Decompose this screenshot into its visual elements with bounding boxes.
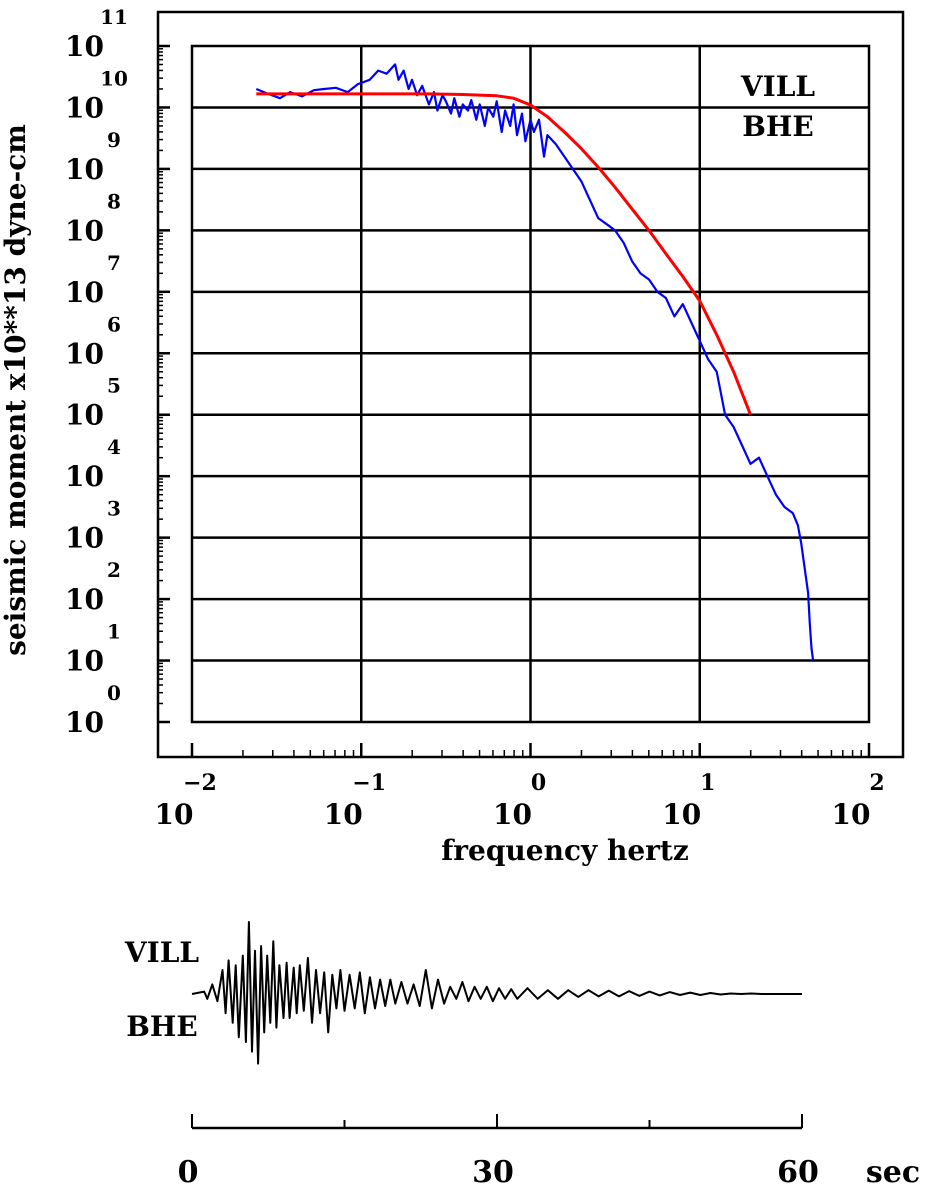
tick-labels: 10010110210310410510610710810910101011−2… xyxy=(65,5,885,831)
time-tick-label: 0 xyxy=(178,1155,199,1184)
plot-frame xyxy=(190,44,871,724)
y-tick-exponent: 4 xyxy=(107,435,121,459)
series-group xyxy=(255,63,815,661)
x-tick-exponent: −1 xyxy=(352,770,386,796)
y-tick-label: 10 xyxy=(65,153,104,186)
x-tick-label: 10 xyxy=(155,798,194,831)
trace-station-label: VILL xyxy=(124,936,200,969)
legend-station: VILL xyxy=(740,70,816,103)
series-spectrum xyxy=(255,63,815,661)
series-model-fit xyxy=(256,92,752,416)
y-tick-exponent: 9 xyxy=(107,128,121,152)
y-tick-exponent: 10 xyxy=(100,66,128,90)
y-tick-label: 10 xyxy=(65,214,104,247)
x-tick-exponent: −2 xyxy=(183,770,217,796)
y-tick-label: 10 xyxy=(65,337,104,370)
y-tick-label: 10 xyxy=(65,399,104,432)
seismogram-panel xyxy=(191,921,802,1065)
y-tick-exponent: 3 xyxy=(107,497,121,521)
y-tick-label: 10 xyxy=(65,645,104,678)
trace-component-label: BHE xyxy=(126,1010,197,1043)
x-tick-label: 10 xyxy=(493,798,532,831)
x-tick-exponent: 2 xyxy=(869,770,884,796)
x-tick-label: 10 xyxy=(832,798,871,831)
y-tick-label: 10 xyxy=(65,30,104,63)
time-tick-label: 30 xyxy=(472,1155,514,1184)
time-axis: 0 30 60 xyxy=(178,1114,819,1184)
y-tick-label: 10 xyxy=(65,460,104,493)
y-tick-exponent: 11 xyxy=(100,5,128,29)
y-axis-label: seismic moment x10**13 dyne-cm xyxy=(0,124,32,656)
time-tick-label: 60 xyxy=(777,1155,819,1184)
y-tick-label: 10 xyxy=(65,276,104,309)
x-tick-exponent: 0 xyxy=(531,770,546,796)
y-tick-exponent: 6 xyxy=(107,312,121,336)
y-tick-exponent: 7 xyxy=(107,251,121,275)
y-tick-exponent: 2 xyxy=(107,558,121,582)
seismogram-trace xyxy=(191,921,802,1065)
legend-component: BHE xyxy=(742,110,813,143)
tick-marks xyxy=(158,44,871,757)
y-tick-label: 10 xyxy=(65,706,104,739)
time-unit-label: sec xyxy=(866,1155,920,1184)
x-axis-label: frequency hertz xyxy=(441,834,689,867)
y-tick-exponent: 0 xyxy=(107,681,121,705)
x-tick-label: 10 xyxy=(324,798,363,831)
y-tick-label: 10 xyxy=(65,91,104,124)
x-tick-label: 10 xyxy=(662,798,701,831)
y-tick-exponent: 8 xyxy=(107,189,121,213)
y-tick-label: 10 xyxy=(65,583,104,616)
y-tick-label: 10 xyxy=(65,522,104,555)
x-tick-exponent: 1 xyxy=(700,770,715,796)
y-tick-exponent: 5 xyxy=(107,374,121,398)
grid-lines xyxy=(192,46,869,722)
y-tick-exponent: 1 xyxy=(107,620,121,644)
